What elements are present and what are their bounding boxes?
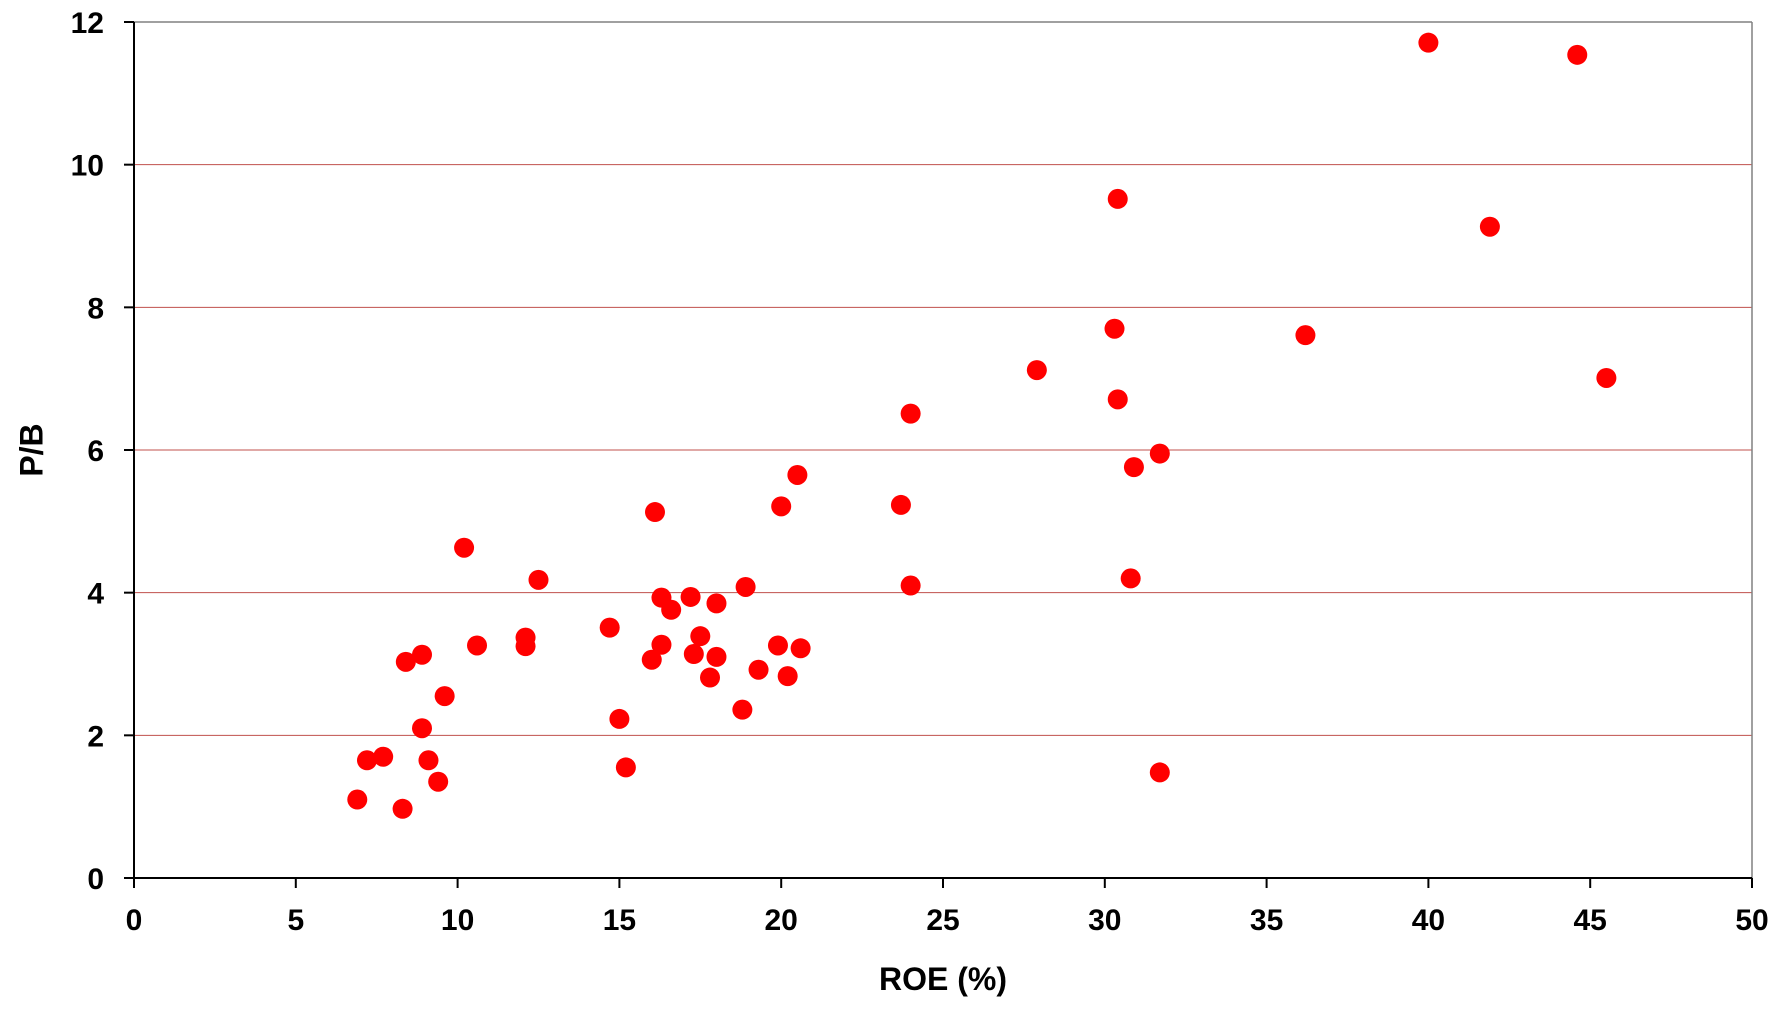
- data-point: [1479, 216, 1500, 237]
- data-point: [412, 718, 433, 739]
- x-tick-label: 20: [765, 904, 798, 937]
- data-point: [418, 750, 439, 771]
- gridlines: [134, 21, 1752, 736]
- data-point: [392, 798, 413, 819]
- y-tick-label: 2: [87, 720, 104, 753]
- data-point: [651, 634, 672, 655]
- data-point: [683, 644, 704, 665]
- data-point: [1120, 568, 1141, 589]
- y-tick-label: 4: [87, 578, 104, 611]
- data-point: [735, 576, 756, 597]
- data-point: [412, 644, 433, 665]
- data-point: [1295, 325, 1316, 346]
- data-point: [706, 646, 727, 667]
- data-point: [1107, 188, 1128, 209]
- x-tick-label: 40: [1412, 904, 1445, 937]
- data-point: [395, 651, 416, 672]
- x-tick-label: 5: [287, 904, 304, 937]
- data-point: [609, 708, 630, 729]
- x-tick-label: 50: [1735, 904, 1768, 937]
- y-axis-title: P/B: [13, 423, 49, 476]
- data-point: [515, 636, 536, 657]
- data-point: [615, 757, 636, 778]
- data-point: [706, 593, 727, 614]
- y-tick-label: 0: [87, 863, 104, 896]
- data-point: [777, 666, 798, 687]
- data-point: [1107, 389, 1128, 410]
- data-point: [661, 599, 682, 620]
- y-tick-label: 8: [87, 292, 104, 325]
- data-point: [767, 635, 788, 656]
- data-point: [787, 464, 808, 485]
- tick-labels: 0 5 10 15 20 25 30 35 40 45 50 0 2 4 6 8 10 12: [71, 7, 1769, 937]
- y-tick-label: 6: [87, 435, 104, 468]
- data-point: [1026, 360, 1047, 381]
- data-point: [732, 699, 753, 720]
- data-point: [428, 771, 449, 792]
- data-point: [790, 638, 811, 659]
- data-point: [641, 649, 662, 670]
- data-points: [347, 32, 1617, 819]
- x-tick-label: 15: [603, 904, 636, 937]
- x-tick-label: 25: [926, 904, 959, 937]
- data-point: [454, 537, 475, 558]
- data-point: [347, 789, 368, 810]
- data-point: [700, 667, 721, 688]
- data-point: [434, 686, 455, 707]
- data-point: [690, 626, 711, 647]
- data-point: [890, 494, 911, 515]
- data-point: [467, 635, 488, 656]
- data-point: [1149, 762, 1170, 783]
- data-point: [900, 575, 921, 596]
- data-point: [900, 403, 921, 424]
- x-tick-label: 30: [1088, 904, 1121, 937]
- x-tick-label: 10: [441, 904, 474, 937]
- data-point: [644, 502, 665, 523]
- y-tick-label: 10: [71, 150, 104, 183]
- data-point: [1567, 44, 1588, 65]
- data-point: [771, 496, 792, 517]
- x-tick-label: 35: [1250, 904, 1283, 937]
- data-point: [373, 746, 394, 767]
- x-axis-title: ROE (%): [879, 961, 1007, 997]
- data-point: [599, 617, 620, 638]
- data-point: [1104, 318, 1125, 339]
- axes: [124, 21, 1753, 888]
- data-point: [1123, 457, 1144, 478]
- data-point: [1596, 367, 1617, 388]
- x-tick-label: 0: [126, 904, 143, 937]
- data-point: [680, 586, 701, 607]
- data-point: [356, 750, 377, 771]
- data-point: [528, 569, 549, 590]
- data-point: [748, 659, 769, 680]
- y-tick-label: 12: [71, 7, 104, 40]
- data-point: [1418, 32, 1439, 53]
- x-tick-label: 45: [1574, 904, 1607, 937]
- data-point: [1149, 443, 1170, 464]
